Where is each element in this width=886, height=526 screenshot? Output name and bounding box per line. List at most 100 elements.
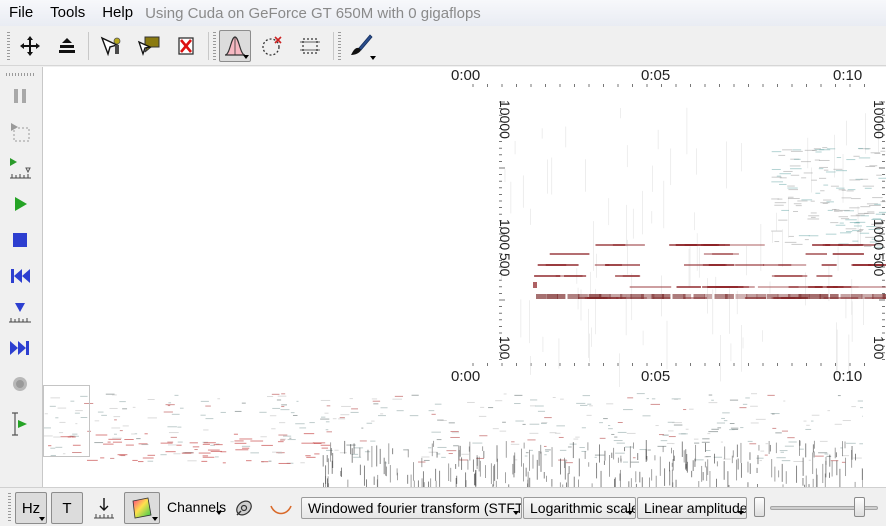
freq-label-left-10000: 10000 [497, 100, 513, 139]
overview-noise [234, 410, 242, 412]
time-label-top-0: 0:00 [451, 67, 481, 84]
remove-comment-button[interactable] [170, 30, 202, 62]
spectral-note [788, 286, 823, 288]
overview-noise [451, 432, 460, 434]
overview-noise [280, 438, 287, 440]
overview-note [124, 438, 134, 440]
play-selection-button[interactable] [5, 117, 35, 147]
play-marker-button[interactable] [5, 153, 35, 183]
overview-noise [113, 433, 117, 435]
pause-button[interactable] [5, 81, 35, 111]
spectral-noise [822, 147, 828, 149]
overview-note [71, 436, 76, 438]
overview-noise [372, 400, 381, 402]
toolbar-grip[interactable] [213, 32, 216, 60]
hz-unit-button[interactable]: Hz [15, 492, 47, 524]
overview-noise [266, 396, 274, 398]
overview-noise [436, 439, 442, 441]
follow-playback-button[interactable] [5, 409, 35, 439]
smoothing-button[interactable] [265, 492, 297, 524]
time-label-bottom-10: 0:10 [833, 368, 863, 385]
skip-back-button[interactable] [5, 261, 35, 291]
spectral-noise [808, 215, 820, 217]
skip-forward-button[interactable] [5, 333, 35, 363]
overview-noise [396, 410, 404, 412]
play-button[interactable] [5, 189, 35, 219]
peak-tool-button[interactable] [219, 30, 251, 62]
spectral-noise [846, 231, 853, 233]
overview-noise [450, 436, 460, 438]
colormap-button[interactable] [124, 492, 160, 524]
overview-noise [280, 409, 290, 411]
zoomed-spectrogram[interactable]: 0:00 0:05 0:10 0:00 0:05 0:10 10000 1000… [451, 67, 886, 387]
toolbar-grip[interactable] [338, 32, 341, 60]
toolbar-separator [88, 32, 89, 60]
marker-down-button[interactable] [88, 492, 120, 524]
spectral-noise [874, 203, 881, 205]
chevron-down-icon [738, 511, 744, 515]
overview-noise [647, 449, 651, 451]
selection-rectangle[interactable] [43, 385, 90, 457]
overview-noise [250, 452, 259, 454]
overview-noise [717, 427, 722, 429]
toolbar-grip[interactable] [6, 73, 34, 76]
overview-noise [755, 418, 766, 420]
add-comment-button[interactable] [133, 30, 165, 62]
contrast-slider-track[interactable] [770, 506, 878, 510]
layer-stack-button[interactable] [51, 30, 83, 62]
overview-noise [295, 423, 305, 425]
overview-noise [119, 401, 126, 403]
channels-dropdown[interactable]: Channels [167, 499, 227, 515]
overview-note [192, 446, 200, 448]
overview-noise [859, 443, 863, 445]
menu-file[interactable]: File [9, 4, 34, 21]
move-tool-button[interactable] [14, 30, 46, 62]
tonal-button[interactable] [229, 492, 259, 524]
toolbar-grip[interactable] [7, 32, 10, 60]
contrast-slider-handle[interactable] [854, 497, 866, 517]
set-marker-button[interactable] [5, 297, 35, 327]
overview-noise [646, 398, 649, 400]
overview-noise [524, 455, 528, 457]
record-button[interactable] [5, 369, 35, 399]
spectral-noise [872, 218, 882, 220]
spectral-noise [803, 172, 813, 174]
circle-select-button[interactable] [256, 30, 288, 62]
transform-select[interactable]: Windowed fourier transform (STFT) [301, 497, 522, 519]
zoomed-spectrogram-plot[interactable] [451, 67, 886, 387]
overview-noise [783, 400, 786, 402]
overview-noise [392, 398, 403, 400]
overview-noise [300, 462, 305, 464]
amplitude-select[interactable]: Linear amplitude [637, 497, 747, 519]
spectral-noise [836, 157, 842, 159]
freq-label-left-500: 500 [497, 253, 513, 277]
time-unit-button[interactable]: T [51, 492, 83, 524]
spectral-note [545, 264, 567, 266]
stop-button[interactable] [5, 225, 35, 255]
spectrogram-canvas[interactable]: 0:00 0:05 0:10 0:00 0:05 0:10 10000 1000… [42, 67, 886, 487]
menu-tools[interactable]: Tools [50, 4, 86, 21]
brush-tool-button[interactable] [345, 30, 377, 62]
spectral-noise [878, 211, 886, 213]
overview-noise [437, 446, 447, 448]
overview-noise [723, 420, 728, 422]
overview-noise [806, 424, 810, 426]
overview-noise [136, 438, 141, 440]
spectral-noise [839, 209, 850, 211]
overview-noise [599, 422, 603, 424]
overview-noise [650, 403, 661, 405]
overview-noise [280, 439, 285, 441]
overview-noise [678, 433, 688, 435]
overview-noise [750, 405, 758, 407]
overview-note [103, 443, 114, 445]
frequency-scale-select[interactable]: Logarithmic scale [523, 497, 636, 519]
overview-noise [775, 432, 782, 434]
left-slider-handle[interactable] [754, 497, 765, 517]
menu-help[interactable]: Help [102, 4, 134, 21]
rectangle-select-button[interactable] [294, 30, 326, 62]
spectral-noise [814, 159, 821, 161]
select-point-button[interactable] [95, 30, 127, 62]
toolbar-grip[interactable] [8, 493, 11, 521]
spectral-noise [810, 200, 815, 202]
spectrogram-overview[interactable] [43, 385, 863, 487]
